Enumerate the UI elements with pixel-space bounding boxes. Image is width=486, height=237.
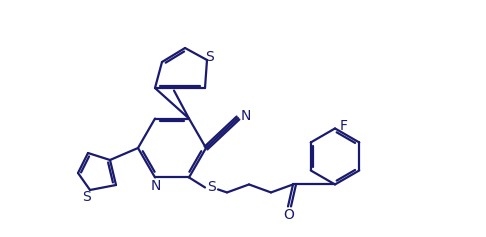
Text: N: N <box>151 179 161 193</box>
Text: O: O <box>283 209 295 223</box>
Text: F: F <box>340 119 348 133</box>
Text: S: S <box>205 50 213 64</box>
Text: S: S <box>82 190 90 204</box>
Text: N: N <box>241 109 251 123</box>
Text: S: S <box>207 180 215 194</box>
